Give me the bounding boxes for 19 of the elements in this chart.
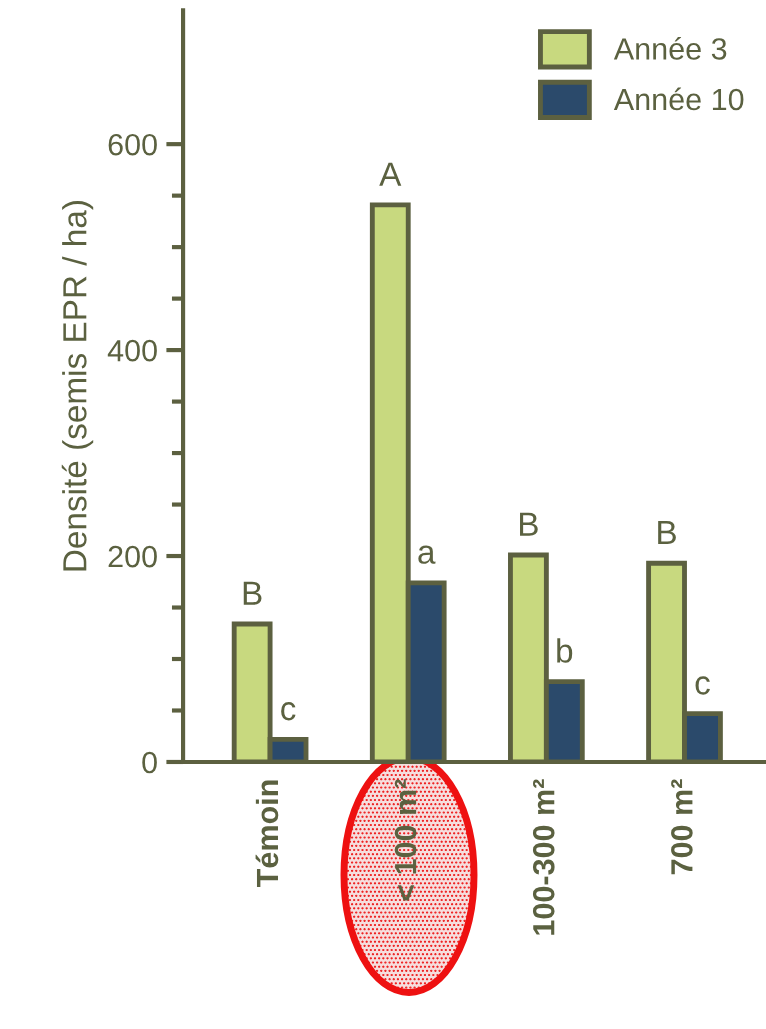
annotation: B (658, 521, 676, 544)
x-tick-label: 700 m² (671, 779, 693, 875)
x-tick-label: < 100 m² (394, 779, 417, 901)
legend-label: Année 10 (613, 87, 744, 111)
y-tick-label: 200 (108, 545, 157, 568)
annotation: A (379, 162, 402, 186)
annotation: c (695, 676, 710, 695)
y-tick-label: 600 (108, 133, 157, 156)
y-tick-label: 400 (107, 339, 157, 362)
annotation: B (520, 512, 538, 536)
legend-label: Année 3 (613, 36, 727, 60)
y-axis-title: Densité (semis EPR / ha) (61, 201, 94, 571)
annotation: B (243, 581, 262, 605)
y-tick-label: 0 (142, 751, 157, 774)
x-tick-label: 100-300 m² (532, 779, 555, 935)
annotation: b (557, 638, 573, 663)
annotation: a (418, 545, 436, 564)
x-tick-label: Témoin (255, 780, 279, 887)
annotation: c (281, 702, 296, 721)
